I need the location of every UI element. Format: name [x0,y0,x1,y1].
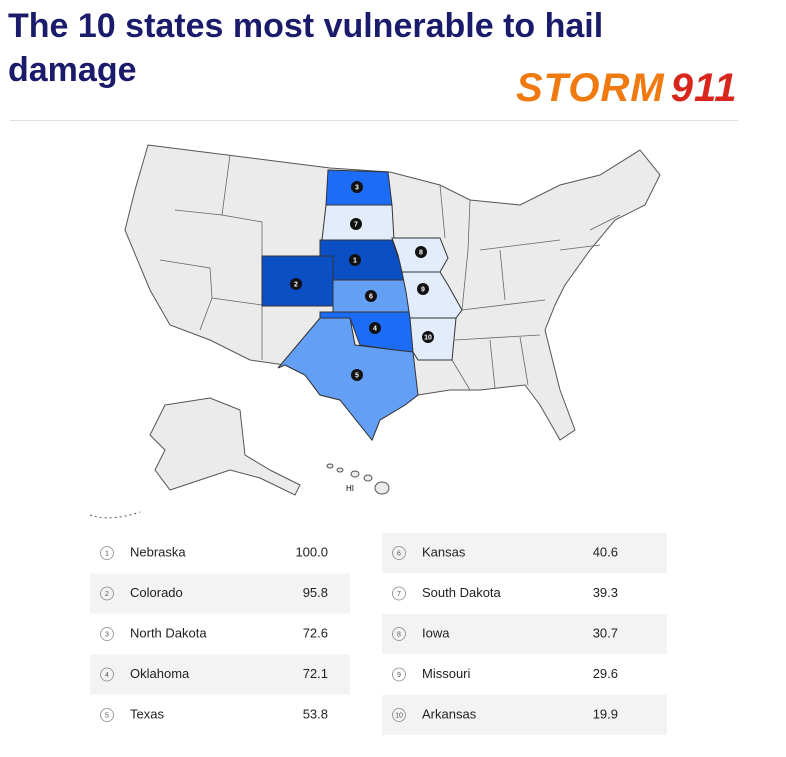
logo-number: 911 [670,66,738,110]
logo-word: STORM [516,66,665,110]
rank-marker [369,322,381,334]
divider [10,120,738,121]
rank-badge [392,667,406,682]
rank-badge [392,546,406,560]
state-name: Oklahoma [130,666,190,681]
rank-badge-label: 9 [397,672,401,679]
rank-badge [100,627,114,641]
score: 72.1 [303,666,328,681]
row-background [382,695,667,735]
score: 100.0 [295,544,328,559]
hawaii [326,463,390,495]
state-borders [159,154,621,391]
rank-marker [365,290,377,302]
alaska [149,397,301,496]
row-background [382,533,667,573]
rank-badge [392,627,406,641]
rank-badge [392,586,406,601]
rank-marker-label: 7 [354,221,358,228]
rank-badge-label: 7 [397,591,401,598]
rank-marker-label: 1 [353,257,357,264]
score: 95.8 [303,585,328,600]
state-name: Texas [130,706,164,721]
rank-marker [351,369,363,381]
rank-marker-label: 9 [421,286,425,293]
state-name: Iowa [422,625,450,640]
state-name: Arkansas [422,706,477,721]
rank-badge-label: 4 [105,672,109,679]
score: 19.9 [593,706,618,721]
hawaii-label: HI [346,484,354,493]
state-shape [277,317,419,441]
rank-marker [417,283,429,295]
rank-marker-label: 5 [355,372,359,379]
score: 30.7 [593,625,618,640]
rank-badge [100,586,114,601]
rank-marker [415,246,427,258]
score: 72.6 [303,625,328,640]
rank-badge-label: 10 [395,712,403,719]
rank-badge [100,667,114,682]
rank-marker [349,254,361,266]
row-background [90,654,350,695]
rank-marker-label: 10 [424,334,432,341]
rank-badge [392,708,406,722]
rank-marker [422,331,434,343]
title: The 10 states most vulnerable to hail da… [8,7,604,89]
rank-badge-label: 5 [105,712,109,719]
rank-marker [290,278,302,290]
state-shape [401,271,463,319]
score: 29.6 [593,666,618,681]
rank-marker-label: 2 [294,281,298,288]
state-name: Missouri [422,666,471,681]
rank-badge-label: 1 [105,550,109,557]
rank-marker [350,218,362,230]
score: 40.6 [593,544,618,559]
score: 53.8 [303,706,328,721]
rank-badge-label: 6 [397,550,401,557]
rank-badge-label: 2 [105,591,109,598]
score: 39.3 [593,585,618,600]
row-background [382,614,667,654]
state-name: North Dakota [130,625,207,640]
state-name: Colorado [130,585,183,600]
rank-marker-label: 8 [419,249,423,256]
row-background [90,573,350,614]
rank-marker-label: 6 [369,293,373,300]
state-name: South Dakota [422,585,502,600]
aleutians [89,511,141,519]
rank-badge-label: 3 [105,631,109,638]
state-name: Nebraska [130,544,186,559]
rank-marker [351,181,363,193]
rank-badge [100,708,114,722]
logo: STORM 911 [516,66,738,111]
rank-badge [100,546,114,560]
state-name: Kansas [422,544,466,559]
rank-marker-label: 4 [373,325,377,332]
rank-badge-label: 8 [397,631,401,638]
rank-marker-label: 3 [355,184,359,191]
